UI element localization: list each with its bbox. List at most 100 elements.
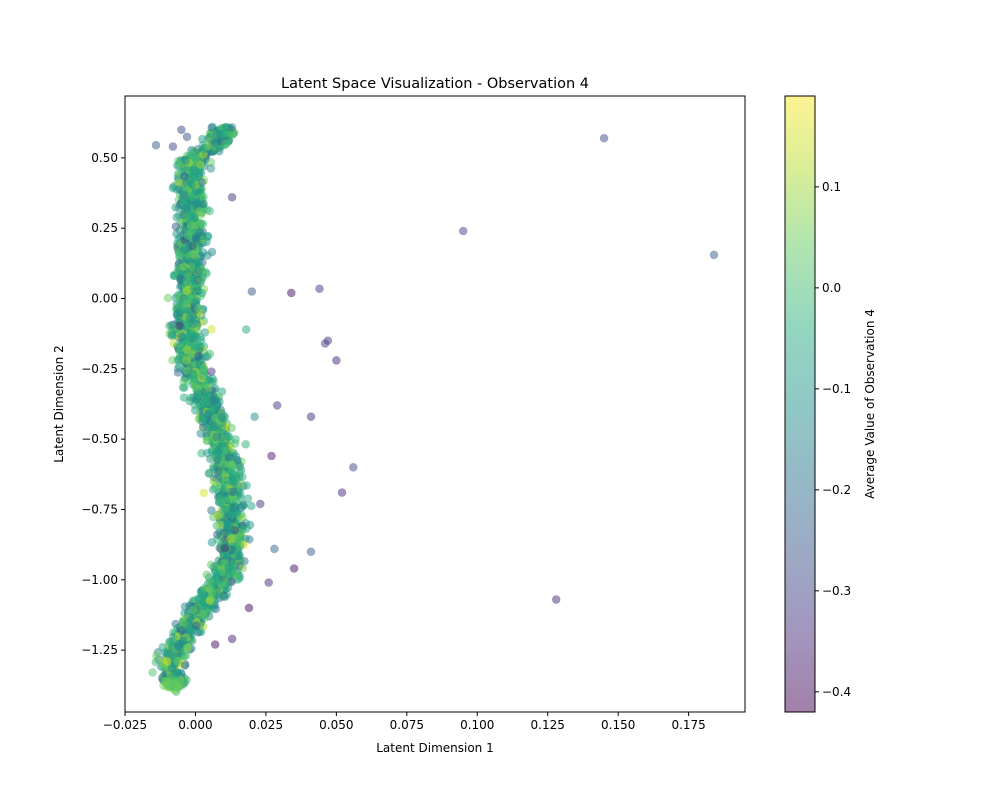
data-point (179, 262, 188, 272)
data-point (348, 462, 358, 472)
y-axis: 0.50 0.25 0.00 −0.25 −0.50 −0.75 −1.00 −1.25 (81, 151, 125, 657)
data-point (180, 661, 190, 670)
data-point (227, 634, 237, 644)
data-point (183, 231, 193, 240)
y-tick-label: −0.50 (81, 432, 118, 446)
data-point (243, 494, 253, 503)
colorbar-tick-label: 0.0 (822, 281, 841, 295)
data-point (458, 226, 468, 236)
data-point (197, 177, 207, 187)
data-point (197, 588, 207, 598)
data-point (207, 324, 216, 334)
data-point (247, 287, 257, 296)
data-point (182, 295, 191, 305)
data-point (229, 533, 238, 543)
data-point (195, 343, 205, 352)
data-point (236, 479, 246, 489)
data-point (205, 577, 215, 587)
data-point (197, 231, 207, 241)
x-tick-label: 0.050 (319, 718, 353, 732)
colorbar-tick-label: −0.1 (822, 382, 851, 396)
data-point (332, 356, 341, 365)
data-point (215, 494, 225, 504)
data-point (709, 250, 719, 260)
data-point (224, 570, 234, 579)
data-point (227, 423, 236, 433)
data-point (188, 241, 197, 251)
data-point (232, 474, 241, 483)
data-point (187, 180, 197, 189)
data-point (241, 325, 251, 334)
data-point (599, 133, 609, 143)
data-point (168, 331, 177, 340)
data-point (204, 469, 214, 478)
y-tick-label: −0.25 (81, 362, 118, 376)
data-point (174, 641, 183, 651)
data-point (151, 140, 161, 150)
data-point (180, 608, 189, 618)
data-point (175, 321, 184, 331)
data-point (148, 668, 157, 677)
data-point (217, 413, 227, 422)
data-point (203, 134, 213, 144)
data-point (244, 603, 254, 613)
data-point (209, 397, 219, 406)
data-point (183, 318, 192, 328)
colorbar-tick-label: −0.2 (822, 483, 851, 497)
data-point (211, 451, 220, 460)
data-point (186, 257, 195, 266)
data-point (183, 642, 192, 652)
data-point (194, 258, 203, 267)
data-point (196, 160, 205, 169)
data-point (217, 440, 226, 449)
data-point (178, 636, 188, 646)
data-point (189, 371, 199, 381)
data-point (306, 412, 316, 422)
data-point (241, 439, 250, 449)
y-tick-label: 0.50 (91, 151, 118, 165)
data-point (224, 525, 234, 534)
data-point (168, 142, 178, 151)
x-tick-label: 0.125 (531, 718, 565, 732)
x-axis-label: Latent Dimension 1 (376, 741, 494, 755)
data-point (171, 222, 181, 231)
data-point (170, 679, 179, 689)
chart-title: Latent Space Visualization - Observation… (281, 76, 589, 92)
data-point (212, 432, 222, 442)
data-point (177, 125, 186, 135)
data-point (267, 451, 276, 461)
data-point (192, 296, 201, 306)
data-point (187, 193, 197, 202)
data-point (192, 198, 201, 208)
data-point (188, 605, 198, 615)
data-point (181, 155, 190, 165)
x-tick-label: 0.150 (601, 718, 635, 732)
data-point (199, 488, 209, 498)
data-point (192, 621, 201, 630)
data-point (224, 446, 233, 455)
x-tick-label: 0.075 (390, 718, 424, 732)
data-point (182, 286, 191, 295)
data-point (210, 567, 220, 576)
data-point (220, 129, 229, 139)
data-points (148, 122, 719, 697)
data-point (320, 339, 330, 348)
data-point (200, 328, 210, 337)
data-point (210, 640, 220, 649)
data-point (194, 303, 203, 313)
data-point (227, 193, 237, 202)
data-point (173, 355, 183, 365)
data-point (245, 535, 254, 544)
data-point (201, 613, 210, 623)
data-point (227, 460, 236, 469)
data-point (191, 155, 200, 164)
x-tick-label: −0.025 (103, 718, 147, 732)
data-point (172, 310, 182, 319)
data-point (168, 183, 178, 193)
data-point (239, 500, 248, 509)
data-point (315, 284, 324, 294)
data-point (205, 596, 215, 605)
data-point (255, 499, 265, 509)
y-tick-label: −0.75 (81, 502, 118, 516)
colorbar-gradient (785, 96, 815, 712)
